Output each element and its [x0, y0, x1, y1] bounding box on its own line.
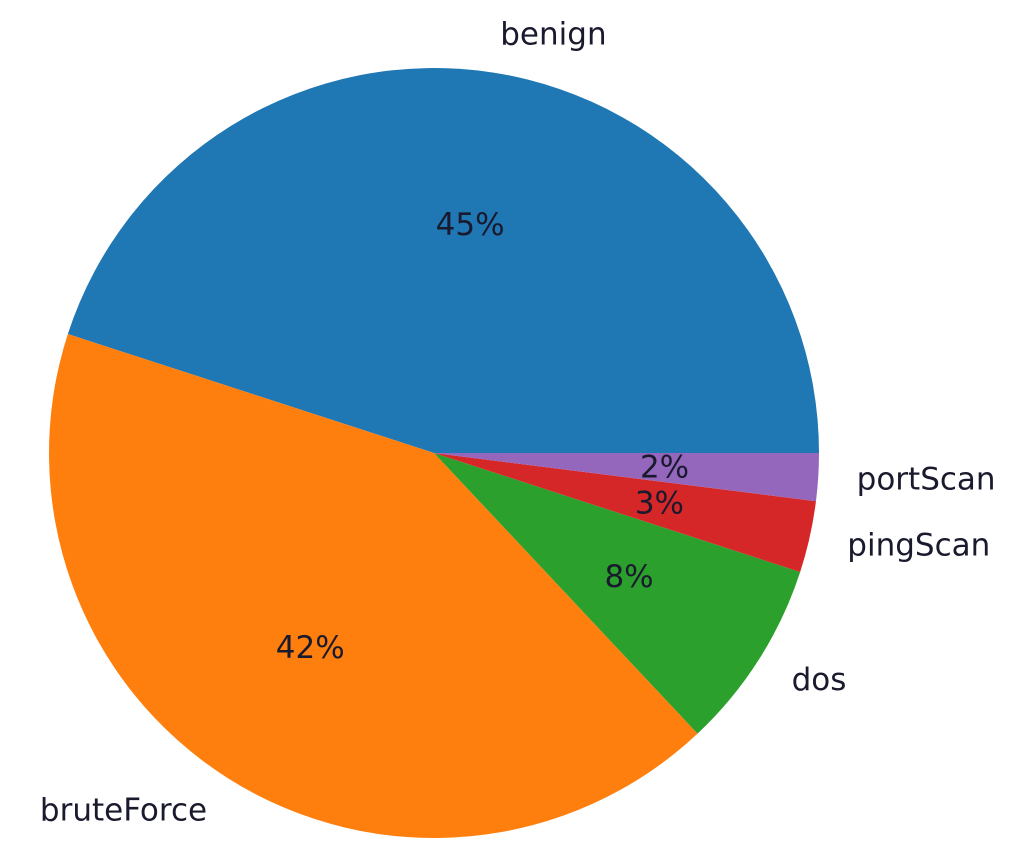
- pie-slice-pingScan: [434, 453, 816, 572]
- category-labels: benign bruteForce dos pingScan portScan: [40, 17, 996, 829]
- percent-label-bruteForce: 42%: [276, 630, 345, 666]
- percent-label-portScan: 2%: [640, 450, 689, 486]
- pie-slice-portScan: [434, 453, 819, 502]
- category-label-benign: benign: [500, 17, 606, 53]
- category-label-pingScan: pingScan: [847, 527, 990, 563]
- category-label-portScan: portScan: [857, 462, 996, 498]
- pie-slices: [49, 68, 819, 838]
- percent-label-dos: 8%: [604, 559, 653, 595]
- percent-label-benign: 45%: [436, 207, 505, 243]
- percent-labels: 45% 42% 8% 3%2%: [276, 207, 689, 666]
- category-label-dos: dos: [792, 662, 847, 698]
- pie-slice-benign: [67, 68, 819, 453]
- category-label-bruteForce: bruteForce: [40, 793, 207, 829]
- pie-slice-dos: [434, 453, 801, 734]
- pie-slice-bruteForce: [49, 334, 698, 838]
- percent-label-pingScan: 3%: [635, 485, 684, 521]
